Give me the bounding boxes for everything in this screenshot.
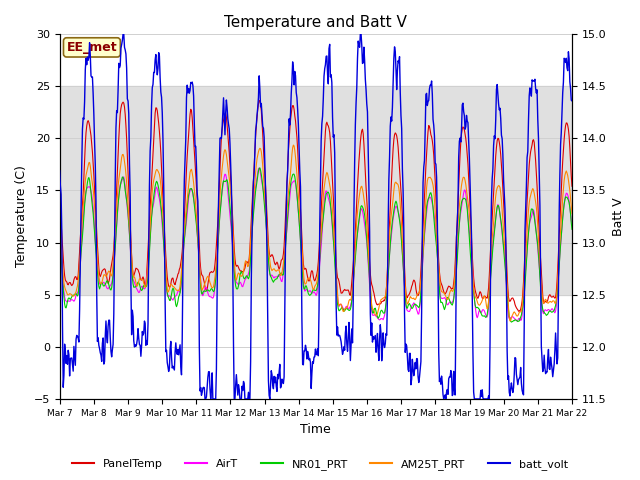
Y-axis label: Temperature (C): Temperature (C)	[15, 166, 28, 267]
Text: EE_met: EE_met	[67, 41, 117, 54]
Legend: PanelTemp, AirT, NR01_PRT, AM25T_PRT, batt_volt: PanelTemp, AirT, NR01_PRT, AM25T_PRT, ba…	[68, 455, 572, 474]
Title: Temperature and Batt V: Temperature and Batt V	[225, 15, 407, 30]
Y-axis label: Batt V: Batt V	[612, 197, 625, 236]
X-axis label: Time: Time	[300, 423, 331, 436]
Bar	[60, 86, 572, 295]
